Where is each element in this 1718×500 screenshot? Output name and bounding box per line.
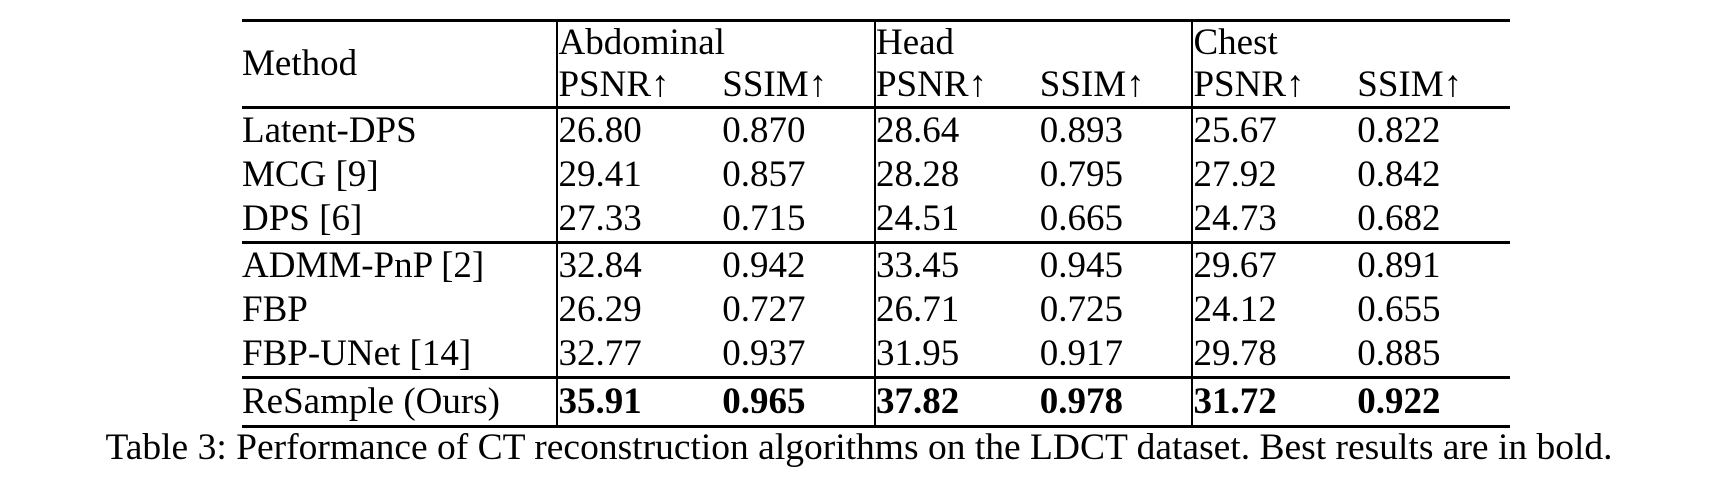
method-name: FBP <box>242 288 308 330</box>
results-table: Method Abdominal Head Chest PSNR↑ SSIM↑ … <box>242 19 1510 428</box>
metric-value: 25.67 <box>1191 107 1358 153</box>
metric-value: 0.725 <box>1039 288 1123 330</box>
metric-value: 0.795 <box>1039 153 1123 195</box>
group-header-abdominal: Abdominal <box>556 20 875 64</box>
method-column-header: Method <box>242 20 558 109</box>
method-name: DPS [6] <box>242 197 558 244</box>
method-name: FBP-UNet [14] <box>242 332 558 379</box>
metric-value: 0.922 <box>1357 380 1441 422</box>
metric-value: 0.822 <box>1357 109 1441 151</box>
metric-value: 33.45 <box>873 242 1040 288</box>
metric-value: 35.91 <box>556 377 723 427</box>
metric-value: 0.870 <box>722 109 806 151</box>
psnr-header-chest: PSNR↑ <box>1191 64 1358 109</box>
metric-value: 29.78 <box>1191 332 1358 379</box>
table-caption: Table 3: Performance of CT reconstructio… <box>105 427 1613 468</box>
ssim-header-abdominal: SSIM↑ <box>722 64 875 109</box>
metric-value: 0.893 <box>1039 109 1123 151</box>
metric-value: 31.72 <box>1191 377 1358 427</box>
table-row-mcg: MCG [9] 29.41 0.857 28.28 0.795 27.92 0.… <box>242 153 1510 197</box>
metric-value: 24.51 <box>873 197 1040 244</box>
metric-value: 27.92 <box>1191 153 1358 197</box>
table-row-fbp-unet: FBP-UNet [14] 32.77 0.937 31.95 0.917 29… <box>242 332 1510 379</box>
psnr-header-head: PSNR↑ <box>873 64 1040 109</box>
table-row-admm-pnp: ADMM-PnP [2] 32.84 0.942 33.45 0.945 29.… <box>242 242 1510 288</box>
metric-value: 0.965 <box>722 380 806 422</box>
method-name: ADMM-PnP [2] <box>242 244 485 286</box>
metric-value: 24.73 <box>1191 197 1358 244</box>
group-header-head: Head <box>873 20 1193 64</box>
metric-value: 0.891 <box>1357 244 1441 286</box>
metric-value: 37.82 <box>873 377 1040 427</box>
ssim-header-head: SSIM↑ <box>1039 64 1193 109</box>
metric-value: 28.64 <box>873 107 1040 153</box>
metric-value: 24.12 <box>1191 288 1358 332</box>
method-name: ReSample (Ours) <box>242 380 500 422</box>
metric-value: 0.917 <box>1039 332 1193 379</box>
metric-header-row: PSNR↑ SSIM↑ PSNR↑ SSIM↑ PSNR↑ SSIM↑ <box>242 64 1510 109</box>
metric-value: 0.655 <box>1357 288 1441 330</box>
metric-value: 0.715 <box>722 197 875 244</box>
metric-value: 0.727 <box>722 288 806 330</box>
metric-value: 0.942 <box>722 244 806 286</box>
table-row-fbp: FBP 26.29 0.727 26.71 0.725 24.12 0.655 <box>242 288 1510 332</box>
metric-value: 29.41 <box>556 153 723 197</box>
metric-value: 31.95 <box>873 332 1040 379</box>
method-name: Latent-DPS <box>242 109 417 151</box>
ssim-header-chest: SSIM↑ <box>1357 64 1510 109</box>
table-body: Latent-DPS 26.80 0.870 28.64 0.893 25.67… <box>242 107 1510 427</box>
method-name: MCG [9] <box>242 153 379 195</box>
metric-value: 32.77 <box>556 332 723 379</box>
group-header-chest: Chest <box>1191 20 1510 64</box>
metric-value: 0.885 <box>1357 332 1510 379</box>
metric-value: 32.84 <box>556 242 723 288</box>
metric-value: 0.682 <box>1357 197 1510 244</box>
group-header-row: Method Abdominal Head Chest <box>242 20 1510 109</box>
metric-value: 0.945 <box>1039 244 1123 286</box>
psnr-header-abdominal: PSNR↑ <box>556 64 723 109</box>
metric-value: 0.857 <box>722 153 806 195</box>
table-row-dps: DPS [6] 27.33 0.715 24.51 0.665 24.73 0.… <box>242 197 1510 244</box>
table-header: Method Abdominal Head Chest PSNR↑ SSIM↑ … <box>242 20 1510 109</box>
metric-value: 0.937 <box>722 332 875 379</box>
metric-value: 26.80 <box>556 107 723 153</box>
table-row-latent-dps: Latent-DPS 26.80 0.870 28.64 0.893 25.67… <box>242 107 1510 153</box>
metric-value: 0.978 <box>1039 380 1123 422</box>
metric-value: 26.29 <box>556 288 723 332</box>
metric-value: 28.28 <box>873 153 1040 197</box>
table-row-resample-ours: ReSample (Ours) 35.91 0.965 37.82 0.978 … <box>242 377 1510 427</box>
metric-value: 26.71 <box>873 288 1040 332</box>
metric-value: 27.33 <box>556 197 723 244</box>
metric-value: 29.67 <box>1191 242 1358 288</box>
metric-value: 0.842 <box>1357 153 1441 195</box>
metric-value: 0.665 <box>1039 197 1193 244</box>
